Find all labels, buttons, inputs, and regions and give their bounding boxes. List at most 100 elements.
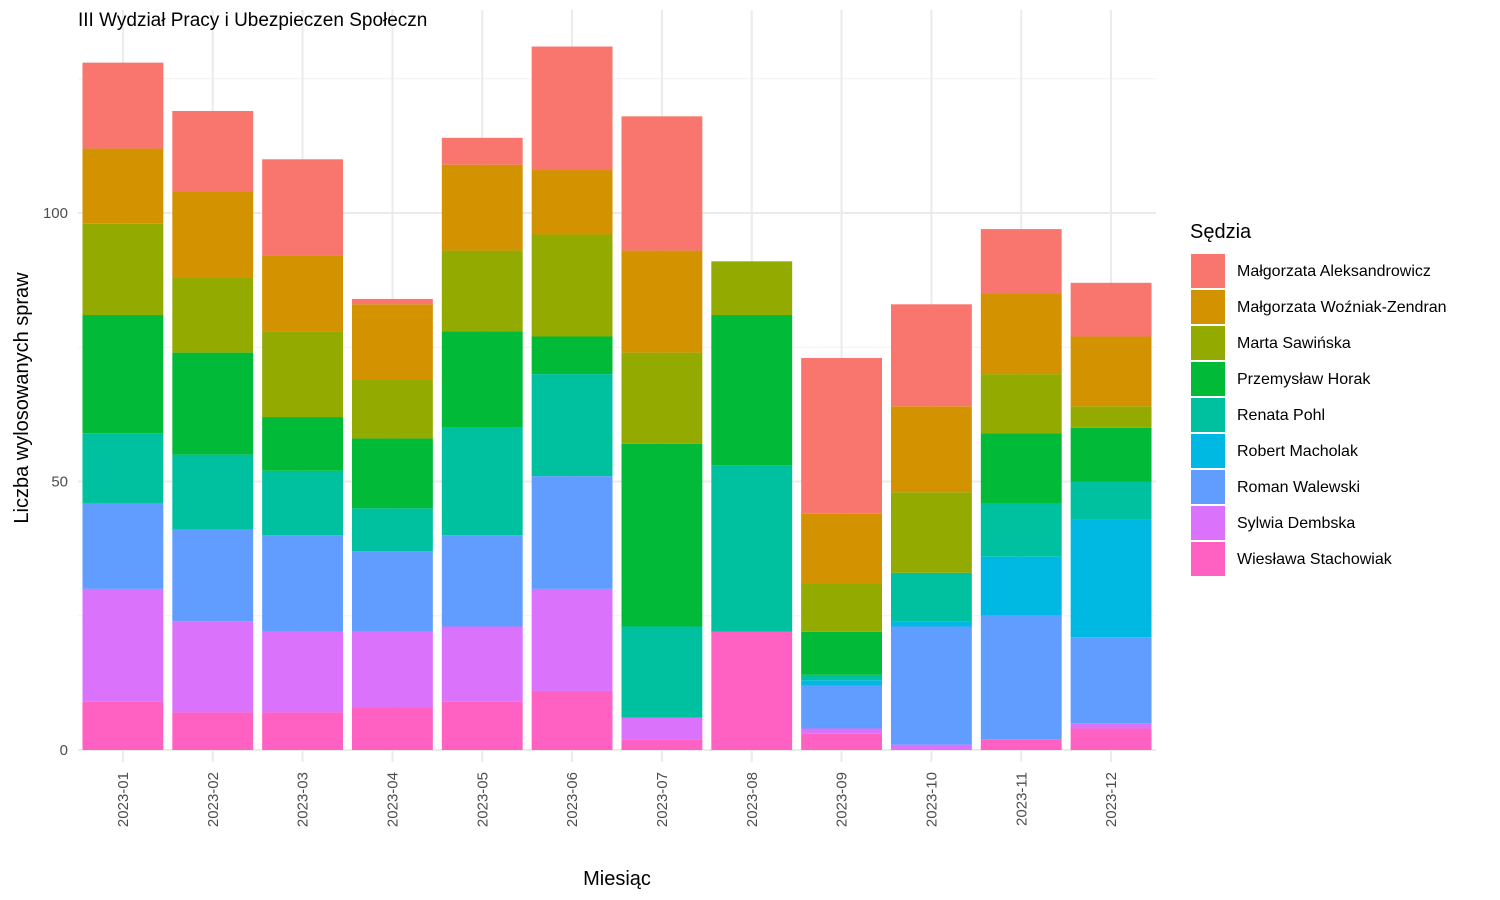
legend-label: Sylwia Dembska <box>1237 515 1355 532</box>
x-axis-ticks: 2023-01 2023-02 2023-03 2023-04 2023-05 2023-… <box>115 772 1120 827</box>
bar-segment <box>890 621 972 627</box>
x-tick-label: 2023-07 <box>654 772 671 827</box>
bar-segment <box>980 615 1062 740</box>
bar-segment <box>82 315 164 434</box>
bar-segment <box>890 304 972 407</box>
bar-segment <box>1070 519 1152 638</box>
bar-segment <box>890 626 972 745</box>
legend-swatch <box>1191 362 1225 396</box>
y-axis-title: Liczba wylosowanych spraw <box>11 272 33 524</box>
bar-segment <box>82 148 164 224</box>
bar-segment <box>441 535 523 627</box>
x-tick-label: 2023-05 <box>474 772 491 827</box>
legend-label: Marta Sawińska <box>1237 335 1351 352</box>
bar-segment <box>980 433 1062 503</box>
bar-segment <box>531 588 613 691</box>
bar-segment <box>441 137 523 165</box>
bar-segment <box>711 315 793 466</box>
legend-label: Robert Macholak <box>1237 443 1359 460</box>
legend-label: Przemysław Horak <box>1237 371 1371 388</box>
bar-segment <box>82 588 164 702</box>
legend-swatch <box>1191 506 1225 540</box>
bar-segment <box>711 261 793 316</box>
bar-segment <box>262 417 344 471</box>
bars <box>82 46 1152 750</box>
bar-segment <box>262 159 344 256</box>
bar-segment <box>441 250 523 332</box>
bar-segment <box>172 352 254 455</box>
x-tick-label: 2023-03 <box>295 772 312 827</box>
x-tick-label: 2023-12 <box>1103 772 1120 827</box>
bar-segment <box>801 357 883 514</box>
bar-segment <box>441 331 523 428</box>
bar-segment <box>801 733 883 750</box>
y-axis-ticks: 0 50 100 <box>43 205 68 759</box>
legend: Sędzia Małgorzata Aleksandrowicz Małgorza… <box>1190 221 1447 576</box>
bar-segment <box>980 374 1062 434</box>
bar-segment <box>801 680 883 686</box>
legend-swatch <box>1191 434 1225 468</box>
bar-segment <box>980 502 1062 557</box>
legend-swatch <box>1191 326 1225 360</box>
bar-segment <box>351 298 433 305</box>
bar-segment <box>531 336 613 375</box>
bar-segment <box>262 331 344 418</box>
legend-swatch <box>1191 470 1225 504</box>
bar-segment <box>531 234 613 337</box>
y-tick-label: 50 <box>51 474 68 491</box>
bar-segment <box>441 701 523 750</box>
bar-segment <box>801 674 883 681</box>
bar-segment <box>351 379 433 439</box>
bar-segment <box>172 712 254 750</box>
bar-segment <box>890 572 972 622</box>
legend-label: Wiesława Stachowiak <box>1237 551 1393 568</box>
bar-segment <box>621 443 703 627</box>
bar-segment <box>172 621 254 713</box>
bar-segment <box>82 62 164 149</box>
bar-segment <box>980 229 1062 294</box>
bar-segment <box>801 583 883 632</box>
bar-segment <box>1070 282 1152 337</box>
chart-title: III Wydział Pracy i Ubezpieczen Społeczn <box>78 10 427 31</box>
x-tick-label: 2023-09 <box>834 772 851 827</box>
x-tick-label: 2023-08 <box>744 772 761 827</box>
bar-segment <box>621 739 703 750</box>
bar-segment <box>531 690 613 750</box>
bar-segment <box>980 556 1062 616</box>
x-axis-title: Miesiąc <box>583 868 651 890</box>
bar-segment <box>801 685 883 729</box>
bar-segment <box>172 454 254 530</box>
bar-segment <box>441 427 523 536</box>
x-tick-label: 2023-11 <box>1013 772 1030 826</box>
bar-segment <box>262 631 344 713</box>
bar-segment <box>890 744 972 750</box>
bar-segment <box>621 116 703 251</box>
legend-swatch <box>1191 398 1225 432</box>
bar-segment <box>262 712 344 750</box>
bar-segment <box>351 508 433 552</box>
bar-segment <box>82 433 164 503</box>
bar-segment <box>801 631 883 675</box>
bar-segment <box>82 701 164 750</box>
y-tick-label: 100 <box>43 205 68 222</box>
bar-segment <box>621 626 703 718</box>
bar-segment <box>801 728 883 734</box>
x-tick-label: 2023-04 <box>384 772 401 827</box>
legend-swatch <box>1191 290 1225 324</box>
bar-segment <box>172 529 254 622</box>
bar-segment <box>262 255 344 332</box>
legend-swatch <box>1191 254 1225 288</box>
bar-segment <box>351 551 433 632</box>
bar-segment <box>711 631 793 750</box>
legend-label: Małgorzata Aleksandrowicz <box>1237 263 1431 280</box>
x-tick-label: 2023-06 <box>564 772 581 827</box>
bar-segment <box>1070 728 1152 750</box>
bar-segment <box>531 374 613 477</box>
legend-swatch <box>1191 542 1225 576</box>
bar-segment <box>980 739 1062 750</box>
bar-segment <box>262 535 344 632</box>
bar-segment <box>262 470 344 536</box>
bar-segment <box>1070 427 1152 482</box>
bar-segment <box>1070 723 1152 729</box>
